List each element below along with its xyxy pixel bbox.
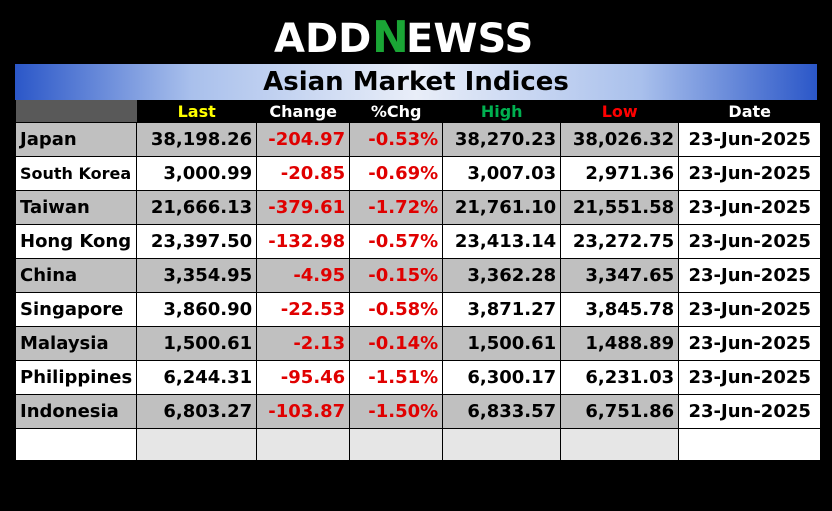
pct-change-value: -1.72% (349, 190, 444, 225)
index-name: Indonesia (14, 394, 138, 429)
change-value: -103.87 (256, 394, 351, 429)
header-low: Low (560, 100, 679, 123)
change-value: -132.98 (256, 224, 351, 259)
header-pct-change: %Chg (349, 100, 443, 123)
logo-text-n: N (372, 12, 409, 63)
table-header-row: Last Change %Chg High Low Date (15, 100, 821, 123)
last-value: 6,803.27 (136, 394, 258, 429)
table-row: Taiwan 21,666.13 -379.61 -1.72% 21,761.1… (14, 190, 822, 225)
header-change: Change (256, 100, 350, 123)
date-value: 23-Jun-2025 (678, 360, 822, 395)
pct-change-value: -0.58% (349, 292, 444, 327)
empty-cell (256, 428, 351, 461)
high-value: 6,300.17 (442, 360, 562, 395)
page-title: Asian Market Indices (15, 64, 817, 100)
empty-cell (14, 428, 138, 461)
market-indices-table: Last Change %Chg High Low Date Japan 38,… (14, 100, 822, 461)
pct-change-value: -0.15% (349, 258, 444, 293)
last-value: 3,860.90 (136, 292, 258, 327)
change-value: -204.97 (256, 122, 351, 157)
logo-text-add: ADD (274, 16, 371, 62)
index-name: China (14, 258, 138, 293)
logo-text-ewss: EWSS (406, 16, 533, 62)
empty-cell (136, 428, 258, 461)
empty-cell (678, 428, 822, 461)
last-value: 23,397.50 (136, 224, 258, 259)
table-row: Singapore 3,860.90 -22.53 -0.58% 3,871.2… (14, 292, 822, 327)
table-row: Malaysia 1,500.61 -2.13 -0.14% 1,500.61 … (14, 326, 822, 361)
change-value: -20.85 (256, 156, 351, 191)
header-last: Last (136, 100, 257, 123)
index-name: Malaysia (14, 326, 138, 361)
index-name: Taiwan (14, 190, 138, 225)
date-value: 23-Jun-2025 (678, 156, 822, 191)
empty-cell (349, 428, 444, 461)
table-row: Philippines 6,244.31 -95.46 -1.51% 6,300… (14, 360, 822, 395)
change-value: -2.13 (256, 326, 351, 361)
high-value: 1,500.61 (442, 326, 562, 361)
low-value: 2,971.36 (560, 156, 680, 191)
date-value: 23-Jun-2025 (678, 292, 822, 327)
pct-change-value: -0.69% (349, 156, 444, 191)
high-value: 23,413.14 (442, 224, 562, 259)
last-value: 3,000.99 (136, 156, 258, 191)
addnewss-logo: ADD N EWSS (0, 8, 832, 64)
last-value: 3,354.95 (136, 258, 258, 293)
change-value: -95.46 (256, 360, 351, 395)
last-value: 38,198.26 (136, 122, 258, 157)
date-value: 23-Jun-2025 (678, 122, 822, 157)
low-value: 3,347.65 (560, 258, 680, 293)
last-value: 1,500.61 (136, 326, 258, 361)
last-value: 21,666.13 (136, 190, 258, 225)
header-blank (15, 100, 137, 123)
change-value: -379.61 (256, 190, 351, 225)
index-name: Japan (14, 122, 138, 157)
low-value: 1,488.89 (560, 326, 680, 361)
low-value: 6,751.86 (560, 394, 680, 429)
low-value: 23,272.75 (560, 224, 680, 259)
date-value: 23-Jun-2025 (678, 190, 822, 225)
index-name: Philippines (14, 360, 138, 395)
pct-change-value: -0.14% (349, 326, 444, 361)
index-name: Hong Kong (14, 224, 138, 259)
table-row: Japan 38,198.26 -204.97 -0.53% 38,270.23… (14, 122, 822, 157)
header-date: Date (678, 100, 821, 123)
pct-change-value: -1.50% (349, 394, 444, 429)
index-name: South Korea (14, 156, 138, 191)
empty-row (14, 428, 822, 461)
date-value: 23-Jun-2025 (678, 326, 822, 361)
high-value: 38,270.23 (442, 122, 562, 157)
pct-change-value: -0.53% (349, 122, 444, 157)
date-value: 23-Jun-2025 (678, 258, 822, 293)
change-value: -22.53 (256, 292, 351, 327)
last-value: 6,244.31 (136, 360, 258, 395)
index-name: Singapore (14, 292, 138, 327)
high-value: 21,761.10 (442, 190, 562, 225)
high-value: 6,833.57 (442, 394, 562, 429)
date-value: 23-Jun-2025 (678, 224, 822, 259)
date-value: 23-Jun-2025 (678, 394, 822, 429)
high-value: 3,871.27 (442, 292, 562, 327)
table-row: Hong Kong 23,397.50 -132.98 -0.57% 23,41… (14, 224, 822, 259)
low-value: 3,845.78 (560, 292, 680, 327)
table-row: South Korea 3,000.99 -20.85 -0.69% 3,007… (14, 156, 822, 191)
header-high: High (442, 100, 561, 123)
pct-change-value: -1.51% (349, 360, 444, 395)
high-value: 3,362.28 (442, 258, 562, 293)
low-value: 21,551.58 (560, 190, 680, 225)
table-row: Indonesia 6,803.27 -103.87 -1.50% 6,833.… (14, 394, 822, 429)
pct-change-value: -0.57% (349, 224, 444, 259)
empty-cell (442, 428, 562, 461)
low-value: 6,231.03 (560, 360, 680, 395)
high-value: 3,007.03 (442, 156, 562, 191)
change-value: -4.95 (256, 258, 351, 293)
empty-cell (560, 428, 680, 461)
low-value: 38,026.32 (560, 122, 680, 157)
table-row: China 3,354.95 -4.95 -0.15% 3,362.28 3,3… (14, 258, 822, 293)
